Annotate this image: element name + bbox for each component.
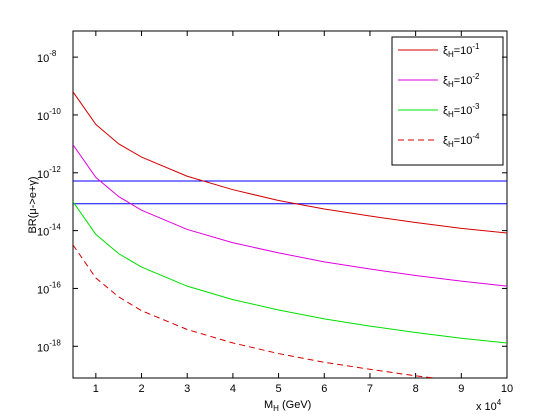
x-label-text: M bbox=[264, 399, 273, 411]
legend-sub: H bbox=[448, 110, 454, 119]
y-tick-exp: -14 bbox=[49, 223, 61, 232]
series-line bbox=[73, 144, 507, 287]
x-tick-label: 7 bbox=[367, 383, 373, 395]
y-tick-label: 10-12 bbox=[37, 165, 61, 181]
x-axis-label: MH (GeV) bbox=[264, 399, 311, 413]
legend-label: ξH=10-2 bbox=[443, 72, 480, 89]
y-tick-exp: -8 bbox=[49, 49, 57, 58]
y-tick-base: 10 bbox=[37, 53, 49, 65]
y-tick-label: 10-14 bbox=[37, 223, 61, 239]
legend-sub: H bbox=[448, 80, 454, 89]
legend-text: =10 bbox=[454, 135, 473, 147]
legend-text: =10 bbox=[454, 45, 473, 57]
x-multiplier: x 104 bbox=[476, 398, 502, 413]
x-tick-label: 6 bbox=[321, 383, 327, 395]
y-tick-exp: -10 bbox=[49, 107, 61, 116]
legend-label: ξH=10-4 bbox=[443, 132, 480, 149]
series-line bbox=[73, 244, 439, 378]
x-tick-label: 1 bbox=[93, 383, 99, 395]
y-tick-exp: -12 bbox=[49, 165, 61, 174]
legend-sub: H bbox=[448, 50, 454, 59]
y-tick-base: 10 bbox=[37, 342, 49, 354]
x-tick-label: 4 bbox=[230, 383, 236, 395]
legend-text: =10 bbox=[454, 105, 473, 117]
x-multiplier-sup: 4 bbox=[497, 398, 502, 407]
series-line bbox=[73, 201, 507, 344]
legend-sup: -3 bbox=[472, 102, 480, 111]
legend-sup: -4 bbox=[472, 132, 480, 141]
x-tick-label: 2 bbox=[138, 383, 144, 395]
legend-sub: H bbox=[448, 140, 454, 149]
y-tick-base: 10 bbox=[37, 284, 49, 296]
legend-base: ξ bbox=[443, 75, 448, 87]
y-tick-label: 10-16 bbox=[37, 280, 61, 296]
y-axis-label: BR(μ->e+γ) bbox=[27, 176, 39, 233]
plot-lines bbox=[73, 91, 507, 378]
legend-base: ξ bbox=[443, 135, 448, 147]
y-tick-exp: -16 bbox=[49, 280, 61, 289]
y-tick-base: 10 bbox=[37, 169, 49, 181]
legend-box bbox=[391, 36, 504, 166]
x-tick-label: 8 bbox=[413, 383, 419, 395]
y-tick-label: 10-18 bbox=[37, 338, 61, 354]
x-tick-label: 10 bbox=[501, 383, 513, 395]
legend-label: ξH=10-3 bbox=[443, 102, 480, 119]
y-tick-exp: -18 bbox=[49, 338, 61, 347]
y-tick-base: 10 bbox=[37, 111, 49, 123]
legend-base: ξ bbox=[443, 105, 448, 117]
legend-sup: -2 bbox=[472, 72, 480, 81]
legend-text: =10 bbox=[454, 75, 473, 87]
y-tick-base: 10 bbox=[37, 227, 49, 239]
y-tick-label: 10-10 bbox=[37, 107, 61, 123]
x-label-rest: (GeV) bbox=[279, 399, 311, 411]
x-tick-label: 9 bbox=[458, 383, 464, 395]
x-label-sub: H bbox=[273, 404, 279, 413]
legend-base: ξ bbox=[443, 45, 448, 57]
legend-label: ξH=10-1 bbox=[443, 42, 480, 59]
x-multiplier-text: x 10 bbox=[476, 401, 497, 413]
legend-sup: -1 bbox=[472, 42, 480, 51]
x-tick-label: 5 bbox=[276, 383, 282, 395]
series-line bbox=[73, 91, 507, 234]
x-tick-label: 3 bbox=[184, 383, 190, 395]
y-tick-label: 10-8 bbox=[37, 49, 57, 65]
